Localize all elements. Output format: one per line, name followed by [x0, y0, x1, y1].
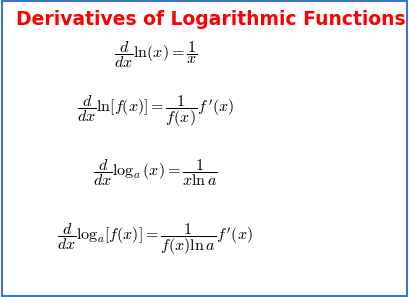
Text: Derivatives of Logarithmic Functions: Derivatives of Logarithmic Functions — [16, 10, 406, 29]
Text: $\dfrac{d}{dx}\log_{a}(x) = \dfrac{1}{x\ln a}$: $\dfrac{d}{dx}\log_{a}(x) = \dfrac{1}{x\… — [93, 157, 218, 188]
Text: $\dfrac{d}{dx}\log_{a}\!\left[f(x)\right] = \dfrac{1}{f(x)\ln a}f\,'(x)$: $\dfrac{d}{dx}\log_{a}\!\left[f(x)\right… — [58, 221, 253, 257]
Text: $\dfrac{d}{dx}\ln(x) = \dfrac{1}{x}$: $\dfrac{d}{dx}\ln(x) = \dfrac{1}{x}$ — [114, 40, 197, 70]
Text: $\dfrac{d}{dx}\ln\!\left[f(x)\right] = \dfrac{1}{f(x)}f\,'(x)$: $\dfrac{d}{dx}\ln\!\left[f(x)\right] = \… — [77, 93, 234, 129]
